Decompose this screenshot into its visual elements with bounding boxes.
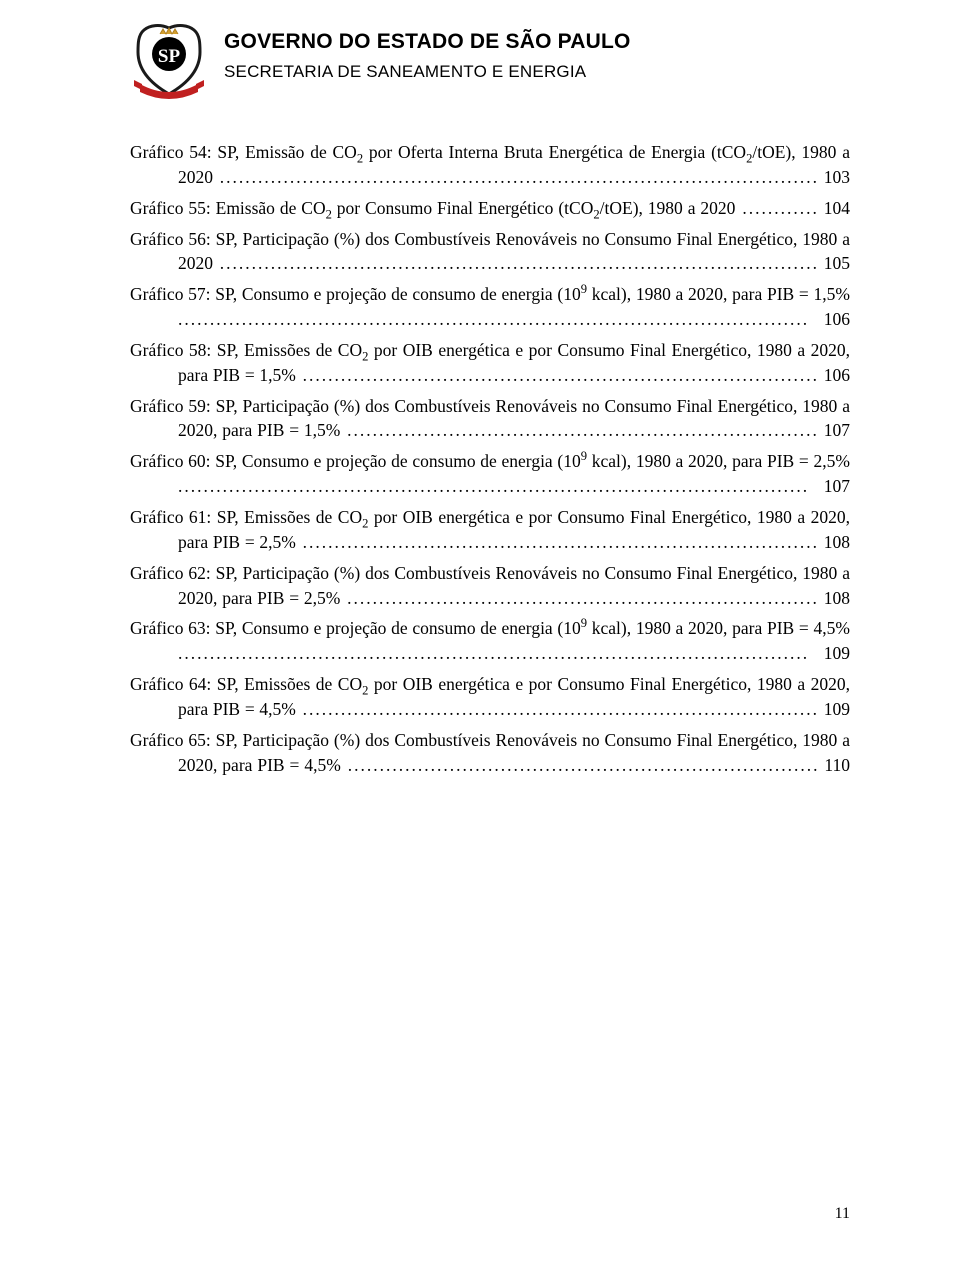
toc-leader-dots: ........................................… (296, 699, 819, 719)
toc-entry: Gráfico 61: SP, Emissões de CO2 por OIB … (130, 505, 850, 555)
toc-entry: Gráfico 58: SP, Emissões de CO2 por OIB … (130, 338, 850, 388)
page-number: 11 (835, 1205, 850, 1223)
svg-text:SP: SP (158, 46, 181, 67)
toc-entry-page: 106 (819, 365, 850, 385)
toc-entry: Gráfico 55: Emissão de CO2 por Consumo F… (130, 196, 850, 221)
toc-entry-text: Gráfico 57: SP, Consumo e projeção de co… (130, 284, 850, 304)
toc-leader-dots: ........................................… (296, 365, 819, 385)
toc-entry: Gráfico 62: SP, Participação (%) dos Com… (130, 561, 850, 611)
toc-leader-dots: ........................................… (178, 309, 809, 329)
toc-leader-dots: ........................................… (178, 476, 809, 496)
toc-leader-dots: ........................................… (178, 643, 809, 663)
toc-entry-page: 105 (819, 253, 850, 273)
toc-entry: Gráfico 57: SP, Consumo e projeção de co… (130, 282, 850, 332)
toc-entry-page: 107 (809, 476, 850, 496)
toc-entry-page: 108 (819, 532, 850, 552)
toc-entry-page: 104 (819, 198, 850, 218)
toc-leader-dots: ........................................… (340, 420, 819, 440)
toc-entry-text: Gráfico 60: SP, Consumo e projeção de co… (130, 451, 850, 471)
toc-entry-page: 106 (809, 309, 850, 329)
document-header: SP GOVERNO DO ESTADO DE SÃO PAULO SECRET… (130, 30, 850, 102)
toc-entry-page: 103 (819, 167, 850, 187)
toc-entry: Gráfico 63: SP, Consumo e projeção de co… (130, 616, 850, 666)
toc-leader-dots: ........................................… (296, 532, 819, 552)
toc-entry-text: Gráfico 63: SP, Consumo e projeção de co… (130, 618, 850, 638)
toc-entry: Gráfico 64: SP, Emissões de CO2 por OIB … (130, 672, 850, 722)
toc-entry-text: Gráfico 55: Emissão de CO2 por Consumo F… (130, 198, 735, 218)
toc-entry-page: 110 (819, 755, 850, 775)
toc-entry: Gráfico 60: SP, Consumo e projeção de co… (130, 449, 850, 499)
toc-entry: Gráfico 65: SP, Participação (%) dos Com… (130, 728, 850, 778)
toc-entry-page: 109 (809, 643, 850, 663)
state-sp-logo: SP (130, 22, 208, 102)
toc-leader-dots: ........................................… (341, 755, 820, 775)
header-title-main: GOVERNO DO ESTADO DE SÃO PAULO (224, 30, 631, 54)
toc-entry-page: 109 (819, 699, 850, 719)
toc-entry: Gráfico 59: SP, Participação (%) dos Com… (130, 394, 850, 444)
header-title-sub: SECRETARIA DE SANEAMENTO E ENERGIA (224, 62, 631, 82)
toc-entry: Gráfico 56: SP, Participação (%) dos Com… (130, 227, 850, 277)
table-of-contents: Gráfico 54: SP, Emissão de CO2 por Ofert… (130, 140, 850, 777)
toc-leader-dots: ........................................… (213, 253, 819, 273)
toc-leader-dots: ........................................… (340, 588, 819, 608)
toc-entry-page: 108 (819, 588, 850, 608)
toc-entry: Gráfico 54: SP, Emissão de CO2 por Ofert… (130, 140, 850, 190)
toc-entry-page: 107 (819, 420, 850, 440)
toc-leader-dots: ........................................… (213, 167, 819, 187)
toc-leader-dots: ............ (735, 198, 818, 218)
